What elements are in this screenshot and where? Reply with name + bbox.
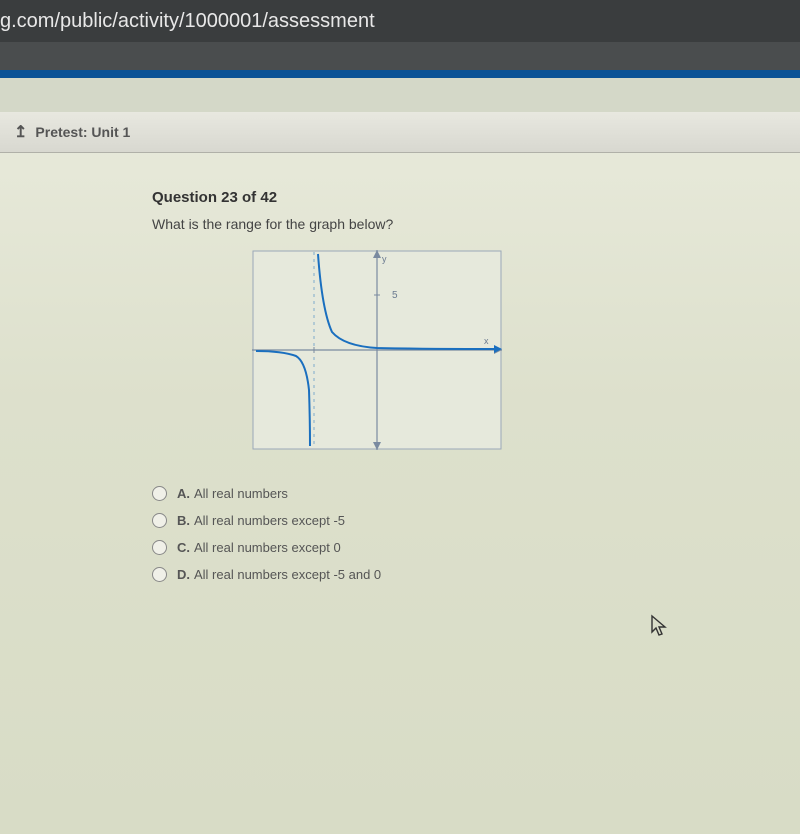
- answer-options: A. All real numbers B. All real numbers …: [152, 486, 800, 582]
- graph-svg: 5 x y: [252, 250, 502, 450]
- browser-url-bar[interactable]: g.com/public/activity/1000001/assessment: [0, 0, 800, 42]
- graph-figure: 5 x y: [252, 250, 502, 450]
- option-letter: D.: [177, 567, 190, 582]
- browser-chrome-strip: [0, 42, 800, 70]
- option-letter: C.: [177, 540, 190, 555]
- back-arrow-icon[interactable]: ↥: [14, 122, 27, 142]
- x-axis-label: x: [484, 336, 489, 346]
- question-number: Question 23 of 42: [152, 189, 800, 206]
- y-axis-label: y: [382, 254, 387, 264]
- option-a[interactable]: A. All real numbers: [152, 486, 800, 501]
- option-d[interactable]: D. All real numbers except -5 and 0: [152, 567, 800, 582]
- option-b[interactable]: B. All real numbers except -5: [152, 513, 800, 528]
- question-container: Question 23 of 42 What is the range for …: [0, 153, 800, 582]
- option-text: All real numbers except 0: [194, 540, 341, 555]
- radio-icon[interactable]: [152, 513, 167, 528]
- option-text: All real numbers: [194, 486, 288, 501]
- radio-icon[interactable]: [152, 540, 167, 555]
- cursor-icon: [650, 614, 670, 644]
- breadcrumb-label: Pretest: Unit 1: [35, 124, 130, 140]
- url-text: g.com/public/activity/1000001/assessment: [0, 10, 375, 33]
- breadcrumb[interactable]: ↥ Pretest: Unit 1: [0, 112, 800, 153]
- option-c[interactable]: C. All real numbers except 0: [152, 540, 800, 555]
- radio-icon[interactable]: [152, 486, 167, 501]
- option-letter: A.: [177, 486, 190, 501]
- option-text: All real numbers except -5: [194, 513, 345, 528]
- content-area: ↥ Pretest: Unit 1 Question 23 of 42 What…: [0, 112, 800, 834]
- option-text: All real numbers except -5 and 0: [194, 567, 381, 582]
- option-letter: B.: [177, 513, 190, 528]
- radio-icon[interactable]: [152, 567, 167, 582]
- question-prompt: What is the range for the graph below?: [152, 216, 800, 232]
- y-tick-5: 5: [392, 290, 398, 301]
- app-header-strip: [0, 70, 800, 78]
